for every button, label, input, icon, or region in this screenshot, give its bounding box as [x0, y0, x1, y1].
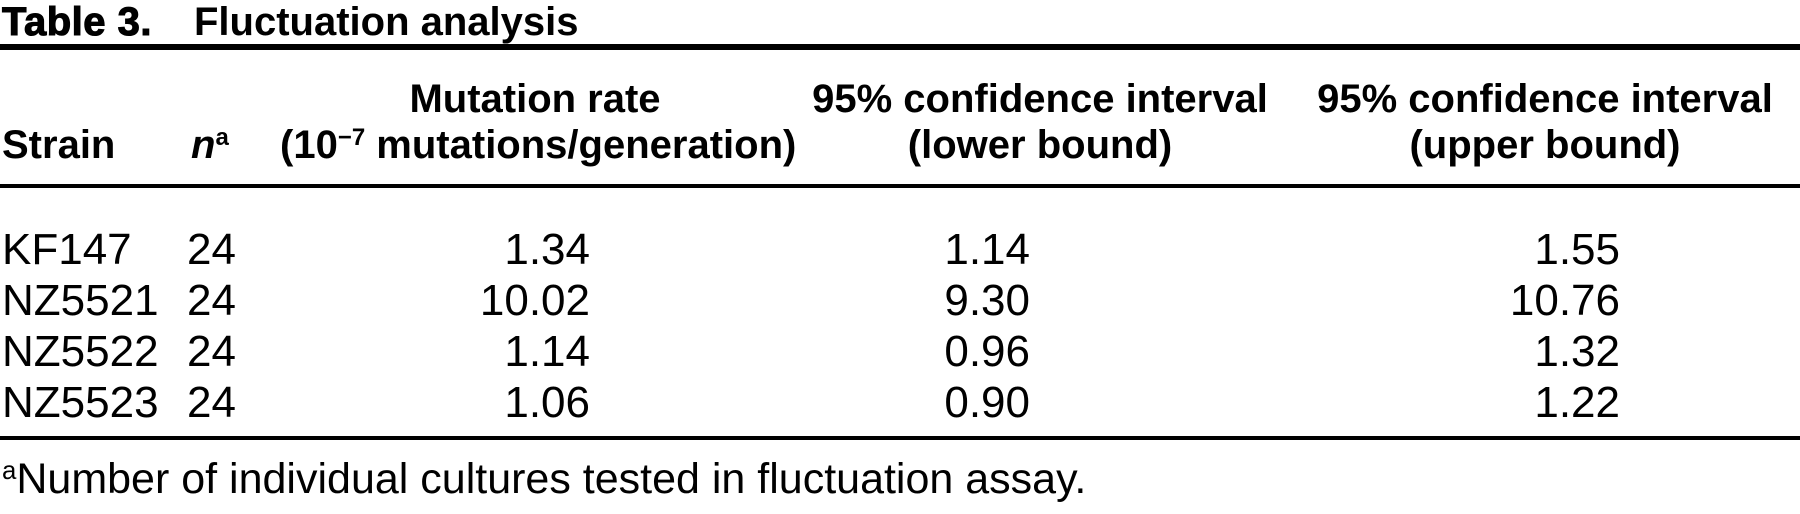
table-footnote: aNumber of individual cultures tested in… [0, 454, 1800, 504]
col-header-ci-lower: 95% confidence interval (lower bound) [790, 47, 1290, 186]
cell-ci-lower: 0.90 [944, 378, 1030, 427]
cell-strain: NZ5523 [2, 378, 159, 427]
rate-unit-suffix: mutations/generation) [365, 123, 797, 167]
cell-mutation-rate: 1.34 [504, 225, 590, 274]
footnote-marker: a [2, 456, 17, 485]
table-row: KF147 24 1.34 1.14 1.55 [0, 186, 1800, 275]
cell-mutation-rate: 10.02 [479, 276, 590, 325]
cell-ci-upper: 1.22 [1534, 378, 1620, 427]
cell-n: 24 [187, 276, 236, 325]
col-header-ci-upper: 95% confidence interval (upper bound) [1290, 47, 1800, 186]
col-header-ci-lower-line2: (lower bound) [907, 123, 1173, 167]
col-header-ci-lower-line1: 95% confidence interval [812, 77, 1268, 121]
cell-n: 24 [187, 327, 236, 376]
cell-ci-lower: 9.30 [944, 276, 1030, 325]
fluctuation-table: Strain na Mutation rate (10−7 mutations/… [0, 44, 1800, 440]
cell-strain: NZ5521 [2, 276, 159, 325]
table-row: NZ5523 24 1.06 0.90 1.22 [0, 377, 1800, 438]
cell-mutation-rate: 1.14 [504, 327, 590, 376]
table-row: NZ5522 24 1.14 0.96 1.32 [0, 326, 1800, 377]
cell-n: 24 [187, 378, 236, 427]
table-title: Fluctuation analysis [193, 0, 579, 44]
table-header-row: Strain na Mutation rate (10−7 mutations/… [0, 47, 1800, 186]
cell-ci-upper: 1.32 [1534, 327, 1620, 376]
col-header-strain-label: Strain [2, 123, 116, 167]
table-caption: Table 3. Fluctuation analysis [0, 0, 1800, 45]
rate-unit-exponent: −7 [337, 123, 366, 151]
footnote-text: Number of individual cultures tested in … [16, 455, 1087, 503]
table-number-label: Table 3. [1, 0, 152, 45]
col-header-n-superscript: a [215, 123, 229, 151]
cell-strain: NZ5522 [2, 327, 159, 376]
col-header-mutation-rate-line2: (10−7 mutations/generation) [280, 122, 796, 168]
cell-mutation-rate: 1.06 [504, 378, 590, 427]
cell-n: 24 [187, 225, 236, 274]
col-header-mutation-rate: Mutation rate (10−7 mutations/generation… [280, 47, 796, 186]
cell-strain: KF147 [2, 225, 132, 274]
cell-ci-lower: 0.96 [944, 327, 1030, 376]
col-header-ci-upper-line1: 95% confidence interval [1317, 77, 1773, 121]
col-header-n: na [183, 47, 280, 186]
table-row: NZ5521 24 10.02 9.30 10.76 [0, 275, 1800, 326]
col-header-n-symbol: n [191, 123, 216, 167]
col-header-strain: Strain [0, 47, 183, 186]
rate-unit-prefix: (10 [280, 123, 338, 167]
col-header-ci-upper-line2: (upper bound) [1409, 123, 1681, 167]
col-header-mutation-rate-line1: Mutation rate [409, 77, 661, 121]
cell-ci-upper: 10.76 [1509, 276, 1620, 325]
cell-ci-upper: 1.55 [1534, 225, 1620, 274]
cell-ci-lower: 1.14 [944, 225, 1030, 274]
